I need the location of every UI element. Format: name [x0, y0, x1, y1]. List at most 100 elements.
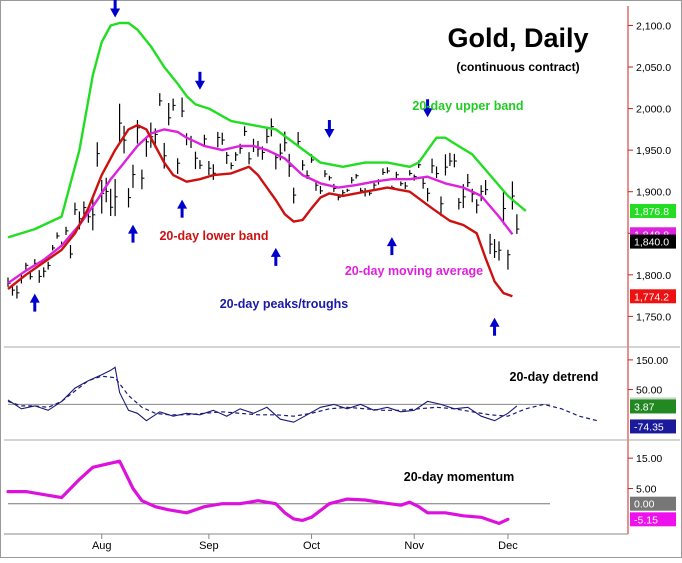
- main-price-tags: 1,876.81,848.81,840.01,774.2: [630, 203, 676, 304]
- price-bar: [409, 170, 413, 176]
- price-bar: [507, 249, 511, 270]
- price-bar: [315, 182, 319, 191]
- price-bar: [467, 173, 471, 187]
- price-tag: 1,774.2: [630, 289, 676, 304]
- trough-up-arrow: [489, 317, 500, 336]
- price-bar: [485, 180, 489, 196]
- price-bar: [212, 164, 216, 180]
- price-bar: [141, 169, 145, 190]
- y-tick-label: 1,900.0: [636, 187, 671, 199]
- price-tag-label: 1,840.0: [634, 237, 669, 249]
- price-bar: [453, 153, 457, 168]
- x-tick-label: Dec: [498, 540, 518, 552]
- price-bar: [52, 244, 56, 251]
- price-bar: [221, 132, 225, 145]
- price-bar: [136, 120, 140, 144]
- momentum-title: 20-day momentum: [404, 470, 514, 484]
- trough-up-arrow: [29, 293, 40, 312]
- price-bar: [400, 181, 404, 186]
- price-bar: [132, 164, 136, 188]
- detrend-line: [7, 366, 518, 423]
- y-tick-label: 150.00: [636, 355, 668, 367]
- momentum-series-lines: [6, 459, 550, 525]
- price-bar: [235, 152, 239, 161]
- price-bar: [168, 102, 172, 126]
- price-bar: [435, 166, 440, 179]
- price-bar: [346, 188, 350, 192]
- detrend-series-lines: [7, 366, 598, 423]
- lower-band-line: [7, 124, 513, 298]
- y-tick-label: 50.00: [636, 385, 662, 397]
- peak-trough-arrows: [29, 0, 500, 336]
- peaks-troughs-label: 20-day peaks/troughs: [220, 297, 349, 311]
- y-tick-label: 2,000.0: [636, 104, 671, 116]
- price-bar: [226, 152, 230, 164]
- price-bar: [194, 151, 198, 170]
- price-bar: [302, 160, 306, 171]
- main-series-lines: [7, 21, 527, 298]
- price-bar: [25, 262, 29, 270]
- price-bar: [328, 175, 332, 181]
- price-bar: [449, 152, 453, 166]
- price-tag-label: 1,774.2: [634, 291, 669, 303]
- price-bar: [422, 178, 426, 189]
- price-bar: [243, 126, 248, 136]
- y-tick-label: 15.00: [636, 453, 662, 465]
- price-bar: [511, 181, 515, 210]
- price-bar: [177, 158, 181, 174]
- price-bar: [69, 245, 73, 259]
- price-bar: [230, 162, 234, 170]
- momentum-y-ticks: 15.00 5.00: [628, 453, 662, 496]
- price-bar: [395, 171, 399, 179]
- x-tick-label: Nov: [404, 540, 424, 552]
- momentum-price-tags: 0.00 -5.15: [630, 496, 676, 527]
- price-tag-label: 0.00: [634, 499, 655, 511]
- detrend-y-ticks: 150.00 50.00: [628, 355, 668, 397]
- price-bar: [266, 126, 270, 144]
- price-bars: [7, 93, 520, 299]
- chart-subtitle: (continuous contract): [456, 60, 579, 74]
- y-tick-label: 2,100.0: [636, 20, 671, 32]
- price-bar: [65, 226, 69, 235]
- price-bar: [476, 199, 480, 214]
- peak-down-arrow: [324, 120, 335, 139]
- price-bar: [440, 196, 444, 217]
- price-bar: [431, 158, 435, 174]
- price-bar: [502, 191, 506, 225]
- price-bar: [355, 173, 359, 179]
- price-bar: [386, 167, 390, 174]
- price-bar: [498, 241, 502, 261]
- x-tick-label: Sep: [199, 540, 219, 552]
- price-bar: [47, 261, 51, 270]
- trough-up-arrow: [386, 237, 397, 256]
- price-tag-label: -74.35: [634, 421, 664, 433]
- x-tick-label: Oct: [303, 540, 320, 552]
- price-bar: [199, 160, 203, 169]
- price-bar: [248, 152, 252, 165]
- price-bar: [319, 186, 323, 194]
- price-bar: [159, 93, 163, 106]
- x-ticks: Aug Sep Oct Nov Dec: [92, 534, 518, 552]
- price-bar: [114, 178, 118, 217]
- price-bar: [480, 185, 484, 202]
- price-bar: [444, 154, 448, 176]
- price-bar: [118, 103, 123, 142]
- price-bar: [56, 232, 60, 239]
- y-tick-label: 5.00: [636, 484, 657, 496]
- price-tag: -74.35: [630, 419, 676, 434]
- price-bar: [172, 98, 176, 111]
- price-bar: [74, 202, 78, 215]
- price-tag: 3.87: [630, 399, 676, 414]
- price-bar: [16, 285, 20, 299]
- y-tick-label: 1,750.0: [636, 311, 671, 323]
- price-bar: [96, 142, 100, 167]
- price-tag-label: -5.15: [634, 514, 658, 526]
- price-bar: [203, 134, 207, 146]
- price-tag-label: 1,876.8: [634, 206, 669, 218]
- price-tag: -5.15: [630, 512, 676, 527]
- price-bar: [351, 177, 355, 184]
- price-bar: [458, 198, 462, 210]
- trough-up-arrow: [270, 247, 281, 266]
- upper-band-label: 20-day upper band: [412, 99, 523, 113]
